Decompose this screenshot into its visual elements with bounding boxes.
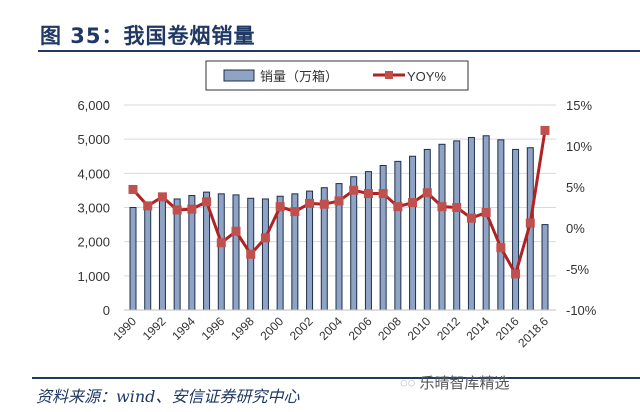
line-marker bbox=[511, 269, 521, 279]
legend: 销量（万箱） YOY% bbox=[205, 60, 469, 91]
line-marker bbox=[128, 184, 138, 194]
line-marker bbox=[187, 204, 197, 214]
watermark: ◌◌ 乐晴智库精选 bbox=[400, 372, 509, 393]
legend-line-label: YOY% bbox=[407, 69, 446, 84]
bar bbox=[467, 136, 475, 311]
x-tick-label: 2010 bbox=[405, 314, 434, 343]
watermark-text: 乐晴智库精选 bbox=[419, 375, 510, 392]
chart: 销量（万箱） YOY% 0 1,000 2,000 3,000 4,000 5,000 6,… bbox=[77, 60, 597, 350]
line-marker bbox=[481, 207, 491, 217]
right-axis: -10% -5% 0% 5% 10% 15% bbox=[566, 98, 597, 318]
bar bbox=[438, 143, 446, 311]
bar bbox=[350, 176, 358, 311]
line-marker bbox=[319, 199, 329, 209]
line-marker bbox=[378, 189, 388, 199]
line-marker bbox=[466, 213, 476, 223]
line-marker bbox=[305, 198, 315, 208]
line-marker bbox=[157, 192, 167, 202]
y2-tick-label: 0% bbox=[566, 221, 585, 236]
line-marker bbox=[275, 202, 285, 212]
bar bbox=[173, 198, 181, 311]
bar bbox=[482, 135, 490, 311]
line-marker bbox=[363, 189, 373, 199]
line-marker bbox=[172, 205, 182, 215]
line-marker bbox=[525, 218, 535, 228]
bar bbox=[409, 155, 417, 311]
x-tick-label: 2008 bbox=[375, 314, 404, 343]
x-axis: 1990 1992 1994 1996 1998 2000 2002 2004 2006 2008… bbox=[110, 309, 556, 350]
left-axis: 0 1,000 2,000 3,000 4,000 5,000 6,000 bbox=[77, 98, 110, 318]
x-tick-label: 2002 bbox=[287, 314, 316, 343]
legend-marker-icon bbox=[385, 71, 393, 79]
line-marker bbox=[202, 197, 212, 207]
bar bbox=[261, 198, 269, 311]
line-marker bbox=[349, 185, 359, 195]
title-divider bbox=[38, 50, 640, 52]
y-tick-label: 5,000 bbox=[77, 132, 110, 147]
line-marker bbox=[422, 188, 432, 198]
bar bbox=[158, 198, 166, 311]
y-tick-label: 4,000 bbox=[77, 166, 110, 181]
y-tick-label: 0 bbox=[103, 303, 110, 318]
line-marker bbox=[246, 249, 256, 259]
x-tick-label: 2018.6 bbox=[515, 314, 551, 350]
bar bbox=[306, 190, 314, 311]
line-series bbox=[128, 125, 550, 279]
x-tick-label: 2000 bbox=[257, 314, 286, 343]
y2-tick-label: -10% bbox=[566, 303, 597, 318]
bar bbox=[541, 224, 549, 311]
line-marker bbox=[290, 207, 300, 217]
y-tick-label: 6,000 bbox=[77, 98, 110, 113]
line-marker bbox=[540, 125, 550, 135]
x-tick-label: 1994 bbox=[169, 314, 198, 343]
bar-series bbox=[129, 135, 549, 311]
bar bbox=[217, 193, 225, 311]
line-marker bbox=[334, 196, 344, 206]
line-marker bbox=[408, 198, 418, 208]
y2-tick-label: 15% bbox=[566, 98, 592, 113]
y2-tick-label: -5% bbox=[566, 262, 590, 277]
line-marker bbox=[216, 238, 226, 248]
bar bbox=[394, 160, 402, 311]
x-tick-label: 2006 bbox=[346, 314, 375, 343]
legend-bar-label: 销量（万箱） bbox=[260, 69, 338, 84]
y2-tick-label: 5% bbox=[566, 180, 585, 195]
source-note: 资料来源：wind、安信证券研究中心 bbox=[36, 387, 300, 406]
bar bbox=[453, 140, 461, 311]
bar bbox=[497, 139, 505, 311]
x-tick-label: 1998 bbox=[228, 314, 257, 343]
y-tick-label: 2,000 bbox=[77, 235, 110, 250]
x-tick-label: 2004 bbox=[316, 314, 345, 343]
line-marker bbox=[260, 233, 270, 243]
legend-bar-swatch bbox=[223, 69, 255, 82]
y2-tick-label: 10% bbox=[566, 139, 592, 154]
bar bbox=[144, 203, 152, 311]
y-tick-label: 1,000 bbox=[77, 269, 110, 284]
bar bbox=[512, 148, 520, 311]
x-tick-label: 1992 bbox=[140, 314, 169, 343]
x-tick-label: 2014 bbox=[463, 314, 492, 343]
footer-divider bbox=[32, 377, 640, 379]
line-marker bbox=[143, 201, 153, 211]
line-marker bbox=[393, 202, 403, 212]
line-marker bbox=[496, 243, 506, 253]
line-marker bbox=[437, 202, 447, 212]
bar bbox=[379, 164, 387, 311]
y-tick-label: 3,000 bbox=[77, 201, 110, 216]
bar bbox=[232, 194, 240, 311]
x-tick-label: 1990 bbox=[110, 314, 139, 343]
x-tick-label: 2012 bbox=[434, 314, 463, 343]
x-tick-label: 1996 bbox=[199, 314, 228, 343]
bar bbox=[423, 148, 431, 311]
figure-title: 图 35：我国卷烟销量 bbox=[40, 24, 256, 48]
bar bbox=[129, 207, 137, 311]
line-marker bbox=[452, 203, 462, 212]
wechat-icon: ◌◌ bbox=[400, 375, 416, 390]
line-marker bbox=[231, 226, 241, 236]
